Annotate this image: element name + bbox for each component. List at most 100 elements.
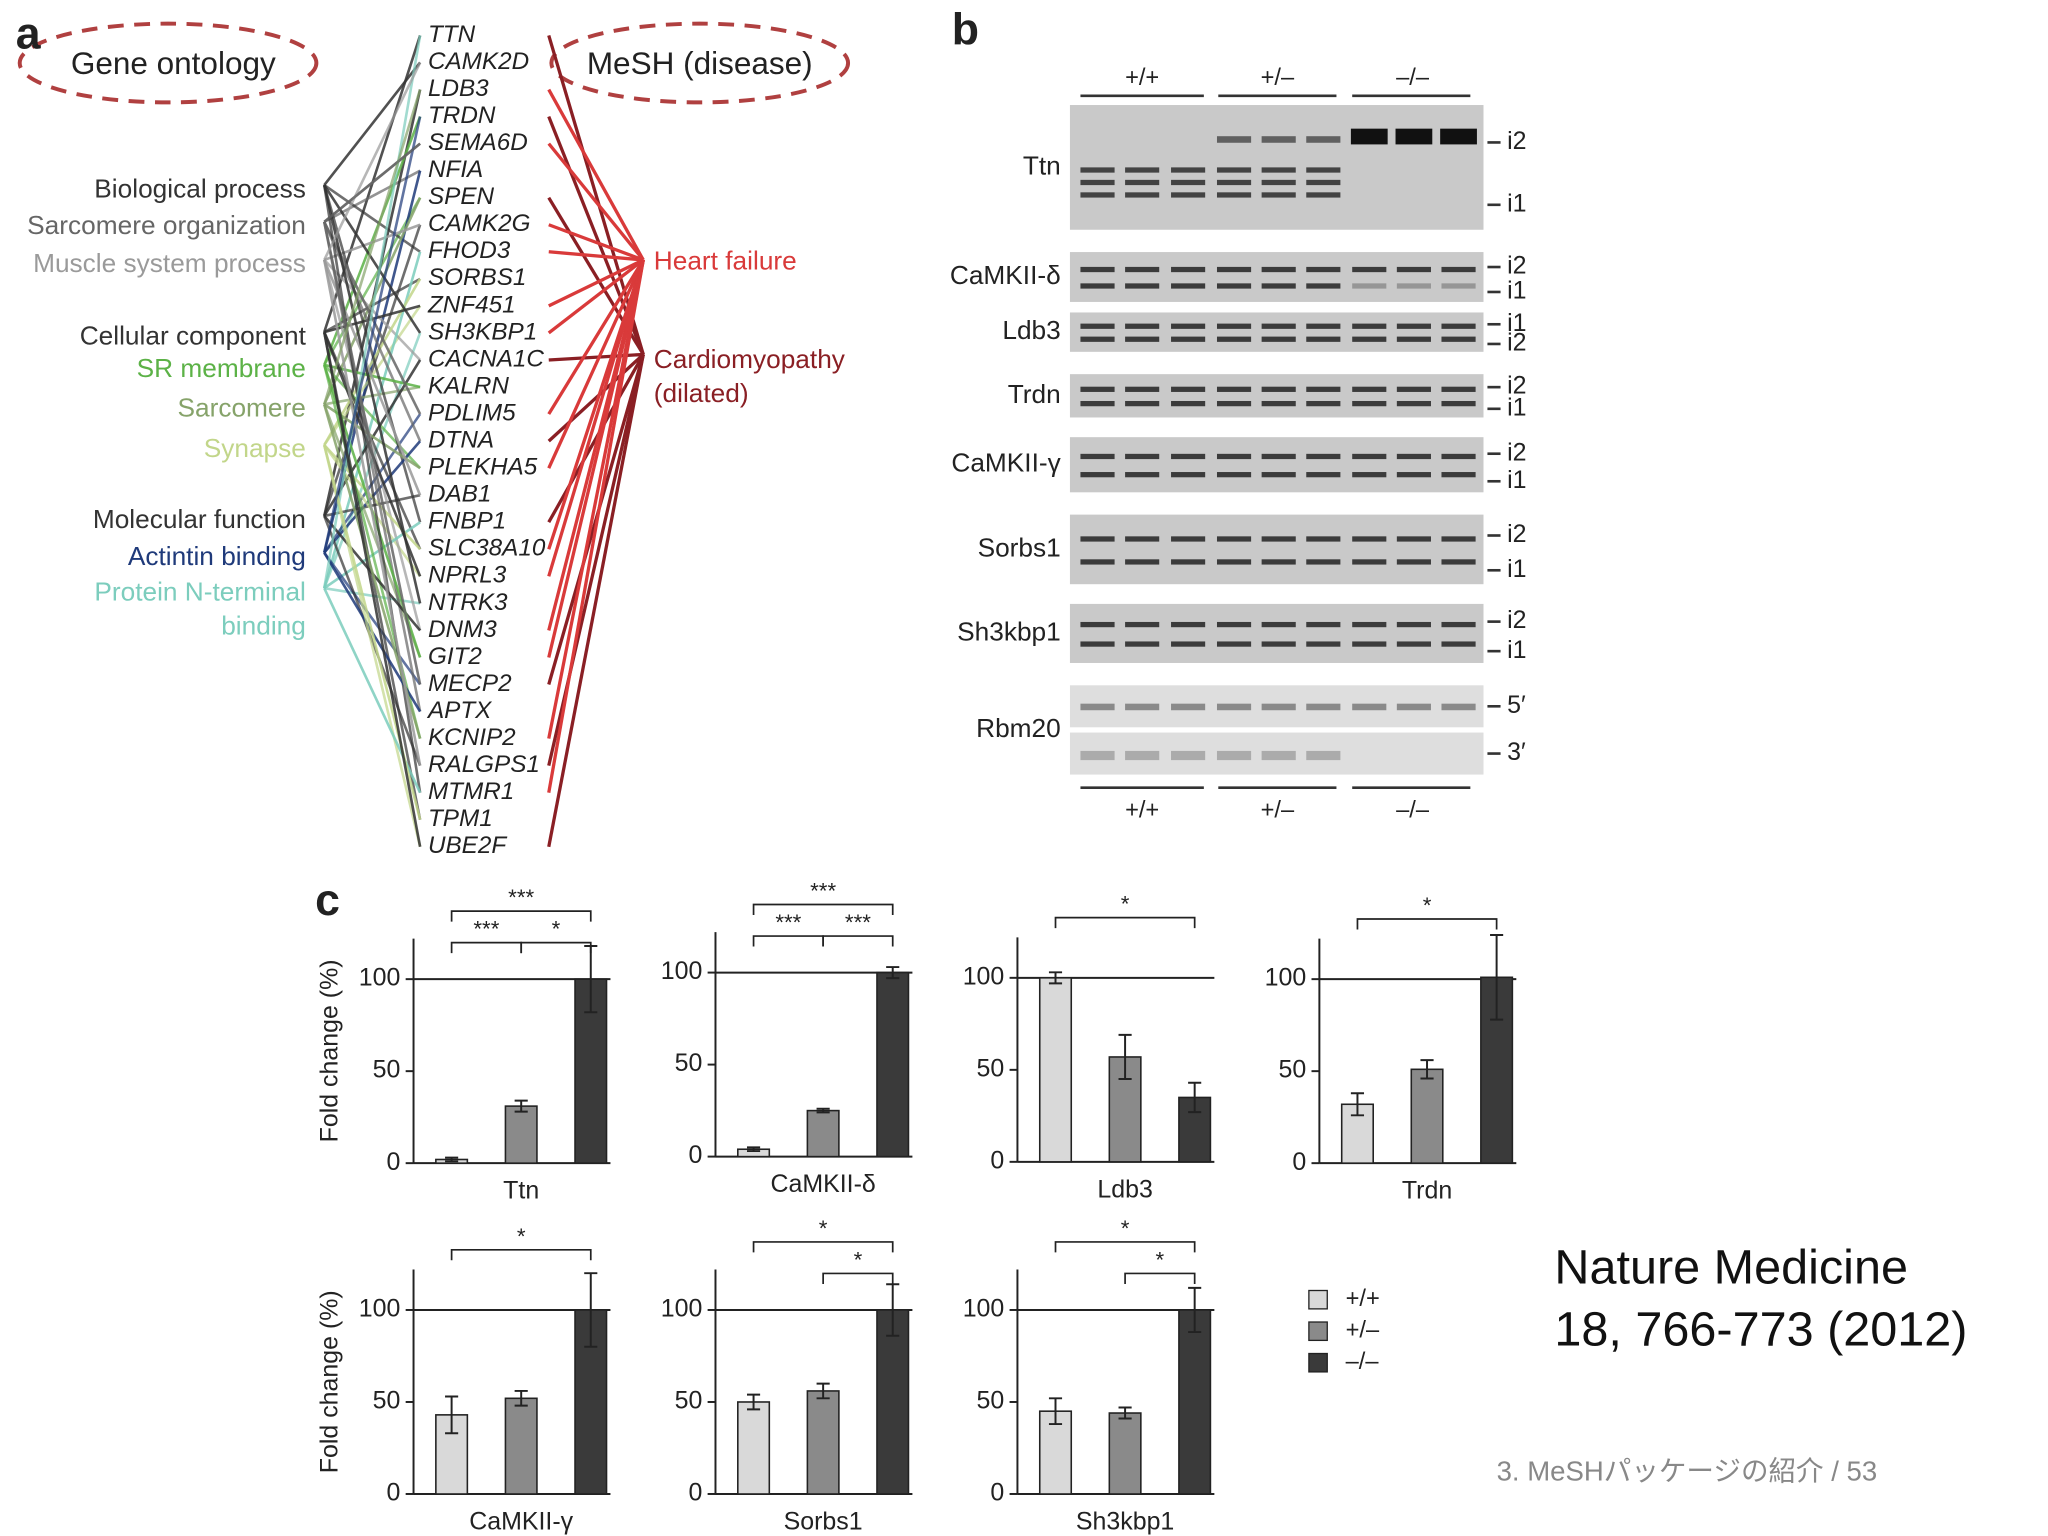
error-bar	[816, 1382, 830, 1400]
link-line	[322, 116, 422, 553]
gel-band	[1396, 266, 1431, 273]
gel-band	[1080, 750, 1115, 761]
y-tick-label: 0	[688, 1479, 702, 1507]
gel-band	[1306, 179, 1341, 186]
gene-name: UBE2F	[428, 832, 507, 859]
gel-band	[1261, 472, 1296, 478]
error-bar	[584, 1272, 598, 1348]
gel-band	[1125, 536, 1160, 542]
gel-band	[1395, 128, 1433, 145]
significance-label: ***	[775, 910, 801, 935]
gel-band	[1125, 453, 1160, 460]
link-line	[323, 61, 422, 186]
gene-name: PDLIM5	[428, 399, 516, 426]
isoform-label: i1	[1507, 466, 1526, 494]
footer: 3. MeSHパッケージの紹介 / 53	[1497, 1455, 1878, 1486]
gel-band	[1171, 472, 1206, 478]
gel-band	[1396, 400, 1431, 407]
gel-band	[1080, 336, 1115, 342]
gel-band	[1441, 323, 1476, 329]
gel-band	[1261, 167, 1296, 173]
y-tick-label: 100	[661, 1295, 703, 1323]
genotype-label: +/–	[1261, 65, 1295, 91]
gel-band	[1216, 703, 1252, 711]
gel-band	[1261, 336, 1296, 342]
gel-band	[1216, 266, 1252, 273]
error-bar	[1188, 1286, 1202, 1334]
mesh-term: (dilated)	[654, 378, 749, 408]
gel-band	[1306, 703, 1341, 711]
bar	[574, 1309, 608, 1495]
significance-bracket	[450, 1248, 592, 1261]
legend-label: +/–	[1346, 1317, 1380, 1343]
gel-band	[1261, 323, 1296, 329]
gel-band	[1396, 336, 1431, 342]
gel-band	[1216, 283, 1252, 289]
gel-band	[1171, 192, 1206, 198]
gel-band	[1396, 472, 1431, 478]
gel-band	[1216, 167, 1252, 173]
y-tick-label: 100	[661, 957, 703, 985]
gene-name: NPRL3	[428, 562, 507, 589]
isoform-label: 3′	[1507, 738, 1526, 766]
gel-band	[1441, 336, 1476, 342]
y-axis-label: Fold change (%)	[315, 959, 343, 1142]
y-tick-label: 0	[387, 1479, 401, 1507]
link-line	[322, 221, 422, 685]
isoform-label: i2	[1507, 127, 1526, 155]
gel-band	[1216, 536, 1252, 542]
gel-band	[1125, 750, 1160, 761]
gene-name: NFIA	[428, 156, 483, 183]
link-line	[547, 88, 645, 261]
header: MeSH (disease)	[587, 45, 813, 81]
gel-band	[1441, 621, 1476, 628]
gene-name: FHOD3	[428, 237, 511, 264]
gel-band	[1125, 192, 1160, 198]
significance-bracket	[1124, 1272, 1196, 1284]
gel-band	[1080, 386, 1115, 392]
gel-band	[1306, 641, 1341, 647]
gel-band	[1125, 400, 1160, 407]
significance-label: *	[1121, 892, 1130, 917]
gel-band	[1125, 472, 1160, 478]
gene-name: PLEKHA5	[428, 454, 538, 481]
gel-band	[1216, 453, 1252, 460]
gel-band	[1261, 453, 1296, 460]
link-line	[323, 197, 422, 366]
gel-band	[1216, 336, 1252, 342]
error-bar	[1048, 1397, 1063, 1426]
gel-band	[1261, 536, 1296, 542]
gel-band	[1352, 536, 1387, 542]
gene-name: TRDN	[428, 102, 496, 129]
gel-band	[1306, 400, 1341, 407]
bar	[876, 971, 910, 1158]
gel-band	[1080, 266, 1115, 273]
gel-band	[1080, 192, 1115, 198]
gel-band	[1171, 536, 1206, 542]
link-line	[322, 184, 422, 793]
gel-band	[1080, 559, 1115, 565]
gel-band	[1396, 536, 1431, 542]
genotype-label: +/+	[1125, 798, 1159, 824]
gel-band	[1125, 266, 1160, 273]
gene-name: SORBS1	[428, 264, 526, 291]
link-line	[323, 61, 422, 261]
go-term: Muscle system process	[33, 248, 306, 278]
error-bar	[514, 1389, 528, 1407]
x-axis-label: CaMKII-δ	[770, 1170, 875, 1198]
gel-band	[1125, 323, 1160, 329]
bar	[806, 1109, 840, 1158]
y-tick-label: 0	[990, 1479, 1004, 1507]
gel-band	[1396, 323, 1431, 329]
error-bar	[886, 1283, 900, 1337]
link-line	[547, 259, 645, 469]
legend-swatch	[1308, 1289, 1328, 1310]
link-line	[323, 403, 422, 658]
gel-band	[1125, 179, 1160, 186]
significance-bracket	[822, 935, 894, 947]
link-line	[322, 259, 422, 766]
header-outline	[17, 21, 319, 105]
gene-name: FNBP1	[428, 508, 506, 535]
link-line	[548, 352, 644, 362]
gene-name: ZNF451	[427, 291, 516, 318]
